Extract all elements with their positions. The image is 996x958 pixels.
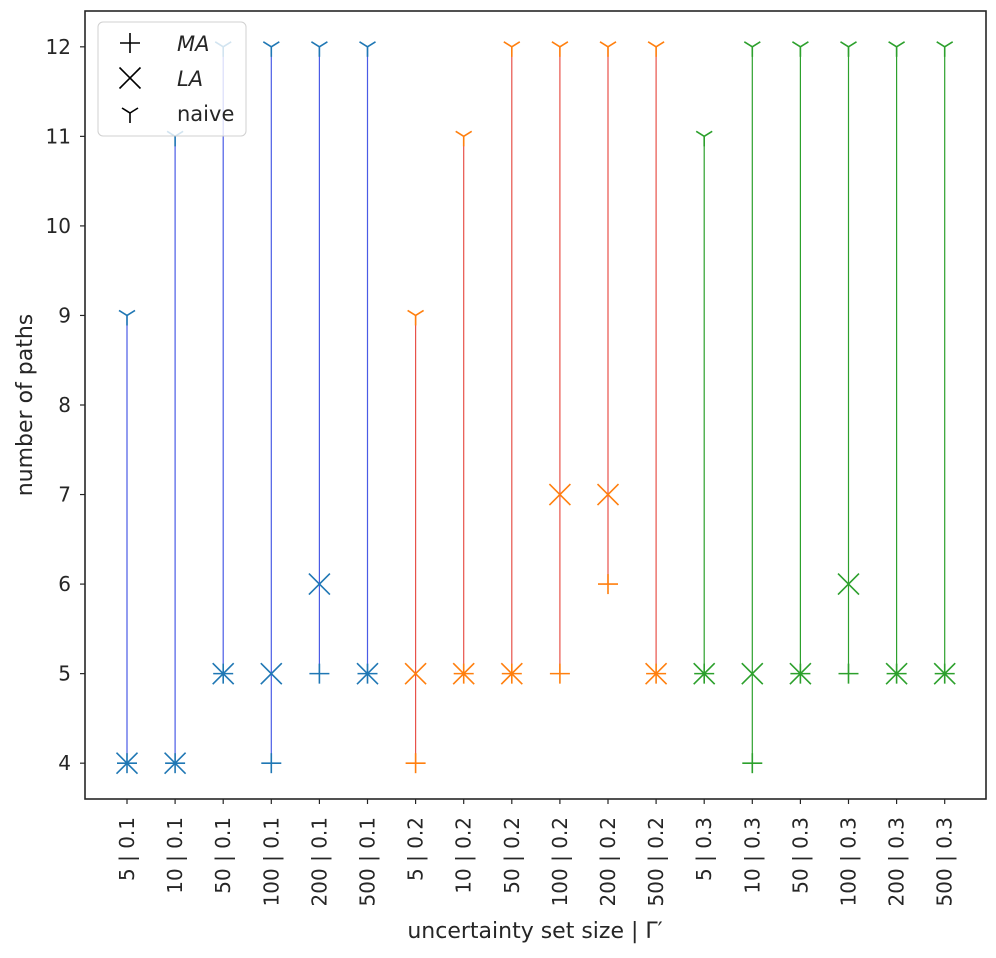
legend-marker-ma bbox=[120, 33, 140, 53]
marker-la-0 bbox=[115, 752, 139, 775]
x-axis-title: uncertainty set size | Γ′ bbox=[407, 919, 662, 944]
marker-la-7 bbox=[452, 662, 475, 685]
marker-naive-16 bbox=[888, 41, 906, 57]
marker-la-1 bbox=[164, 752, 187, 775]
marker-ma-10 bbox=[598, 574, 618, 595]
marker-ma-9 bbox=[549, 663, 570, 684]
x-tick-label: 200 | 0.1 bbox=[307, 817, 331, 906]
marker-la-4 bbox=[308, 573, 331, 596]
marker-la-6 bbox=[404, 662, 427, 685]
marker-ma-13 bbox=[742, 753, 763, 774]
x-tick-label: 50 | 0.2 bbox=[500, 817, 524, 894]
data-markers bbox=[115, 41, 956, 775]
y-tick-label: 5 bbox=[58, 662, 71, 686]
x-tick-label: 50 | 0.3 bbox=[788, 817, 812, 894]
legend-label-la: LA bbox=[177, 67, 203, 91]
marker-la-3 bbox=[260, 662, 283, 685]
marker-naive-3 bbox=[262, 41, 280, 57]
x-tick-label: 5 | 0.2 bbox=[404, 817, 428, 881]
marker-la-16 bbox=[885, 662, 908, 685]
x-tick-label: 500 | 0.1 bbox=[356, 817, 380, 906]
marker-ma-4 bbox=[309, 663, 330, 684]
marker-la-8 bbox=[500, 662, 523, 685]
marker-la-17 bbox=[933, 662, 956, 685]
y-axis-ticks: 4 5 6 7 8 9 10 11 12 bbox=[46, 35, 85, 775]
marker-la-15 bbox=[837, 573, 860, 596]
y-tick-label: 11 bbox=[46, 124, 71, 148]
marker-ma-3 bbox=[261, 753, 282, 774]
marker-naive-8 bbox=[503, 41, 521, 57]
marker-ma-6 bbox=[405, 753, 426, 774]
x-tick-label: 100 | 0.3 bbox=[837, 817, 861, 906]
y-tick-label: 8 bbox=[58, 393, 71, 417]
x-axis-ticks: 5 | 0.1 10 | 0.1 50 | 0.1 100 | 0.1 200 | 0.… bbox=[115, 799, 957, 906]
x-tick-label: 10 | 0.3 bbox=[740, 817, 764, 894]
marker-la-11 bbox=[645, 662, 668, 685]
marker-naive-13 bbox=[743, 41, 761, 57]
legend-label-naive: naive bbox=[177, 102, 234, 126]
marker-naive-9 bbox=[551, 41, 569, 57]
y-tick-label: 4 bbox=[58, 751, 71, 775]
legend-marker-naive bbox=[121, 107, 139, 123]
x-tick-label: 50 | 0.1 bbox=[211, 817, 235, 894]
legend-marker-la bbox=[118, 66, 142, 90]
marker-naive-7 bbox=[455, 130, 473, 147]
x-tick-label: 5 | 0.1 bbox=[115, 817, 139, 881]
marker-naive-6 bbox=[407, 309, 425, 326]
x-tick-label: 200 | 0.3 bbox=[885, 817, 909, 906]
marker-naive-12 bbox=[695, 130, 713, 147]
marker-naive-4 bbox=[310, 41, 328, 57]
marker-la-10 bbox=[596, 483, 620, 506]
x-tick-label: 5 | 0.3 bbox=[692, 817, 716, 881]
y-tick-label: 6 bbox=[58, 572, 71, 596]
marker-naive-17 bbox=[936, 41, 954, 57]
x-tick-label: 10 | 0.2 bbox=[452, 817, 476, 894]
x-tick-label: 500 | 0.3 bbox=[933, 817, 957, 906]
marker-naive-0 bbox=[118, 309, 136, 326]
marker-la-13 bbox=[741, 662, 764, 685]
marker-la-9 bbox=[548, 483, 571, 506]
marker-naive-11 bbox=[647, 41, 665, 57]
y-axis-title: number of paths bbox=[13, 314, 38, 497]
y-tick-label: 7 bbox=[58, 483, 71, 507]
marker-naive-15 bbox=[840, 41, 857, 57]
x-tick-label: 100 | 0.2 bbox=[548, 817, 572, 906]
marker-naive-10 bbox=[599, 41, 617, 57]
marker-la-14 bbox=[789, 662, 812, 685]
legend-label-ma: MA bbox=[177, 32, 209, 56]
x-tick-label: 200 | 0.2 bbox=[596, 817, 620, 906]
marker-ma-15 bbox=[838, 663, 859, 684]
marker-la-12 bbox=[693, 662, 716, 685]
x-tick-label: 10 | 0.1 bbox=[163, 817, 187, 894]
legend: MA LA naive bbox=[97, 21, 247, 137]
x-tick-label: 100 | 0.1 bbox=[259, 817, 283, 906]
x-tick-label: 500 | 0.2 bbox=[644, 817, 668, 906]
marker-la-5 bbox=[356, 662, 379, 685]
y-tick-label: 9 bbox=[58, 303, 71, 327]
y-tick-label: 12 bbox=[46, 35, 71, 59]
marker-naive-14 bbox=[791, 41, 809, 57]
marker-naive-5 bbox=[359, 41, 376, 57]
marker-la-2 bbox=[212, 662, 235, 685]
y-tick-label: 10 bbox=[46, 214, 71, 238]
legend-box bbox=[97, 21, 247, 137]
